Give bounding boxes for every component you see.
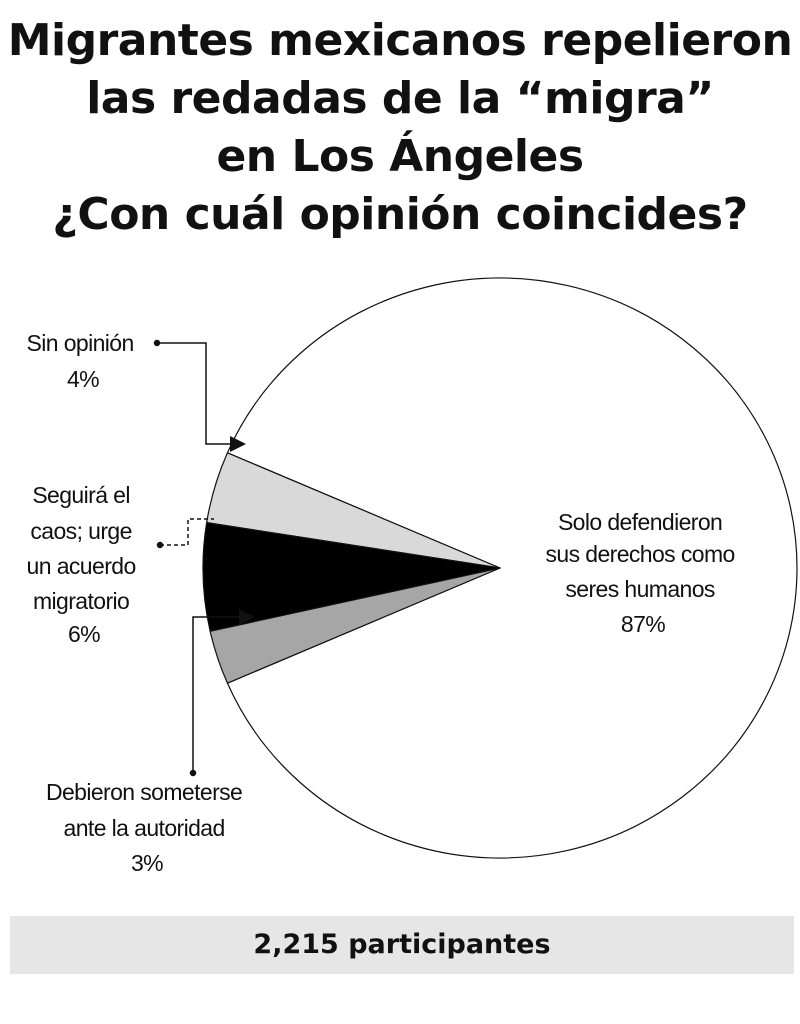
label-main: Solo defendieron sus derechos como seres…	[545, 509, 740, 637]
label-debieron: Debieron someterse ante la autoridad 3%	[46, 779, 248, 876]
label-main-line-3: seres humanos	[565, 576, 715, 602]
slice-solo-defendieron	[226, 277, 798, 859]
label-debieron-value: 3%	[131, 850, 163, 876]
leader-line-seguira	[160, 518, 214, 546]
title-line-3: en Los Ángeles	[216, 131, 584, 182]
label-main-line-1: Solo defendieron	[558, 509, 722, 535]
pie-chart: Solo defendieron sus derechos como seres…	[26, 277, 798, 876]
label-seguira-value: 6%	[68, 621, 100, 647]
title-line-1: Migrantes mexicanos repelieron	[7, 15, 793, 66]
leader-line-debieron	[192, 616, 239, 773]
pie-slices	[202, 277, 798, 859]
title-line-4: ¿Con cuál opinión coincides?	[52, 189, 748, 240]
label-seguira-line-3: un acuerdo	[27, 553, 136, 579]
label-main-value: 87%	[621, 611, 665, 637]
label-seguira-line-1: Seguirá el	[32, 482, 130, 508]
label-seguira: Seguirá el caos; urge un acuerdo migrato…	[27, 482, 142, 647]
leader-lines	[153, 339, 255, 777]
participants-bar: 2,215 participantes	[10, 916, 794, 974]
title-line-2: las redadas de la “migra”	[86, 73, 714, 124]
label-main-line-2: sus derechos como	[545, 541, 734, 567]
label-seguira-line-4: migratorio	[33, 588, 129, 614]
label-debieron-line-2: ante la autoridad	[64, 815, 225, 841]
label-sin-opinion-line-1: Sin opinión	[26, 330, 133, 356]
participants-count: 2,215 participantes	[253, 929, 551, 960]
leader-line-sin-opinion	[157, 342, 230, 445]
label-debieron-line-1: Debieron someterse	[46, 779, 242, 805]
arrow-debieron	[239, 609, 255, 625]
label-sin-opinion-value: 4%	[67, 366, 99, 392]
chart-title: Migrantes mexicanos repelieron las redad…	[0, 12, 800, 244]
label-sin-opinion: Sin opinión 4%	[26, 330, 139, 392]
label-seguira-line-2: caos; urge	[30, 518, 131, 544]
slice-debieron-someterse	[209, 567, 501, 684]
arrow-sin-opinion	[230, 436, 246, 452]
